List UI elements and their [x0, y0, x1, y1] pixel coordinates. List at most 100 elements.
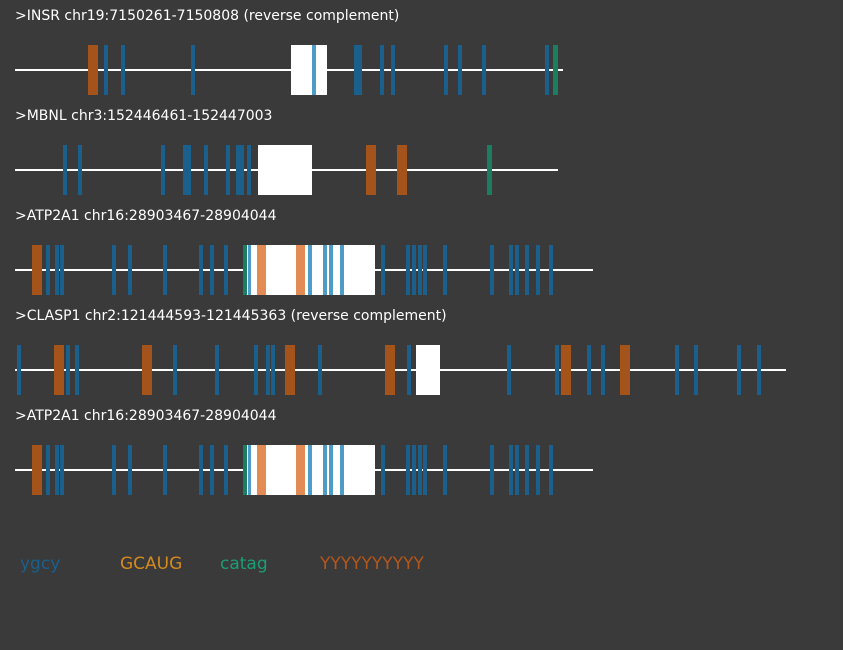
- exon-block: [258, 145, 312, 195]
- motif-ygcy-mark: [224, 445, 228, 495]
- motif-catag-mark: [243, 445, 247, 495]
- motif-yyyyyyyyyy-mark: [385, 345, 395, 395]
- motif-ygcy-mark: [121, 45, 125, 95]
- motif-ygcy-mark: [340, 245, 344, 295]
- motif-yyyyyyyyyy-mark: [32, 245, 42, 295]
- motif-ygcy-mark: [555, 345, 559, 395]
- motif-ygcy-mark: [406, 245, 410, 295]
- motif-catag-mark: [243, 245, 247, 295]
- motif-ygcy-mark: [525, 245, 529, 295]
- motif-ygcy-mark: [55, 445, 59, 495]
- motif-ygcy-mark: [444, 45, 448, 95]
- motif-gcaug-mark: [257, 445, 266, 495]
- motif-yyyyyyyyyy-mark: [561, 345, 571, 395]
- motif-ygcy-mark: [323, 445, 327, 495]
- motif-ygcy-mark: [423, 445, 427, 495]
- motif-ygcy-mark: [737, 345, 741, 395]
- exon-block: [291, 45, 327, 95]
- motif-gcaug-mark: [257, 245, 266, 295]
- motif-ygcy-mark: [507, 345, 511, 395]
- motif-ygcy-mark: [549, 245, 553, 295]
- motif-ygcy-mark: [46, 245, 50, 295]
- sequence-label: >MBNL chr3:152446461-152447003: [15, 108, 272, 124]
- motif-gcaug-mark: [296, 445, 305, 495]
- motif-ygcy-mark: [381, 245, 385, 295]
- motif-ygcy-mark: [329, 445, 333, 495]
- motif-ygcy-mark: [161, 145, 165, 195]
- motif-ygcy-mark: [17, 345, 21, 395]
- motif-ygcy-mark: [323, 245, 327, 295]
- motif-ygcy-mark: [587, 345, 591, 395]
- motif-ygcy-mark: [104, 45, 108, 95]
- motif-ygcy-mark: [248, 445, 251, 495]
- motif-ygcy-mark: [329, 245, 333, 295]
- motif-ygcy-mark: [406, 445, 410, 495]
- motif-ygcy-mark: [271, 345, 275, 395]
- motif-ygcy-mark: [215, 345, 219, 395]
- legend-item-yyyyyyyyyy: YYYYYYYYYY: [320, 554, 424, 574]
- motif-ygcy-mark: [549, 445, 553, 495]
- motif-ygcy-mark: [509, 445, 513, 495]
- motif-ygcy-mark: [247, 145, 251, 195]
- motif-ygcy-mark: [55, 245, 59, 295]
- motif-ygcy-mark: [515, 245, 519, 295]
- motif-ygcy-mark: [423, 245, 427, 295]
- motif-yyyyyyyyyy-mark: [285, 345, 295, 395]
- motif-ygcy-mark: [412, 245, 416, 295]
- sequence-track: >ATP2A1 chr16:28903467-28904044: [15, 208, 593, 295]
- motif-ygcy-mark: [418, 245, 422, 295]
- legend-item-gcaug: GCAUG: [120, 554, 183, 574]
- motif-ygcy-mark: [266, 345, 270, 395]
- motif-ygcy-mark: [78, 145, 82, 195]
- motif-ygcy-mark: [308, 245, 312, 295]
- sequence-track: >INSR chr19:7150261-7150808 (reverse com…: [15, 8, 563, 95]
- motif-ygcy-mark: [340, 445, 344, 495]
- motif-ygcy-mark: [601, 345, 605, 395]
- motif-ygcy-mark: [173, 345, 177, 395]
- motif-ygcy-mark: [381, 445, 385, 495]
- sequence-track: >ATP2A1 chr16:28903467-28904044: [15, 408, 593, 495]
- motif-ygcy-mark: [318, 345, 322, 395]
- exon-block: [416, 345, 440, 395]
- motif-ygcy-mark: [199, 445, 203, 495]
- motif-ygcy-mark: [525, 445, 529, 495]
- sequence-track: >CLASP1 chr2:121444593-121445363 (revers…: [15, 308, 786, 395]
- motif-yyyyyyyyyy-mark: [397, 145, 407, 195]
- motif-ygcy-mark: [66, 345, 70, 395]
- motif-ygcy-mark: [254, 345, 258, 395]
- motif-ygcy-mark: [675, 345, 679, 395]
- motif-ygcy-mark: [112, 445, 116, 495]
- motif-ygcy-mark: [210, 245, 214, 295]
- motif-ygcy-mark: [226, 145, 230, 195]
- motif-ygcy-mark: [458, 45, 462, 95]
- sequence-track: >MBNL chr3:152446461-152447003: [15, 108, 558, 195]
- motif-yyyyyyyyyy-mark: [88, 45, 98, 95]
- motif-ygcy-mark: [694, 345, 698, 395]
- motif-ygcy-mark: [75, 345, 79, 395]
- motif-ygcy-mark: [204, 145, 208, 195]
- motif-ygcy-mark: [482, 45, 486, 95]
- motif-yyyyyyyyyy-mark: [366, 145, 376, 195]
- motif-catag-mark: [487, 145, 492, 195]
- motif-ygcy-mark: [545, 45, 549, 95]
- sequence-label: >ATP2A1 chr16:28903467-28904044: [15, 408, 277, 424]
- motif-ygcy-mark: [248, 245, 251, 295]
- sequence-label: >CLASP1 chr2:121444593-121445363 (revers…: [15, 308, 447, 324]
- motif-ygcy-mark: [163, 245, 167, 295]
- motif-ygcy-mark: [191, 45, 195, 95]
- motif-ygcy-mark: [443, 245, 447, 295]
- motif-ygcy-mark: [509, 245, 513, 295]
- legend-item-catag: catag: [220, 554, 268, 574]
- motif-ygcy-mark: [443, 445, 447, 495]
- motif-ygcy-mark: [236, 145, 244, 195]
- motif-ygcy-mark: [163, 445, 167, 495]
- motif-ygcy-mark: [536, 445, 540, 495]
- motif-ygcy-mark: [60, 245, 64, 295]
- motif-ygcy-mark: [128, 245, 132, 295]
- motif-ygcy-mark: [407, 345, 411, 395]
- motif-ygcy-mark: [515, 445, 519, 495]
- motif-ygcy-mark: [490, 245, 494, 295]
- motif-ygcy-mark: [757, 345, 761, 395]
- motif-ygcy-mark: [380, 45, 384, 95]
